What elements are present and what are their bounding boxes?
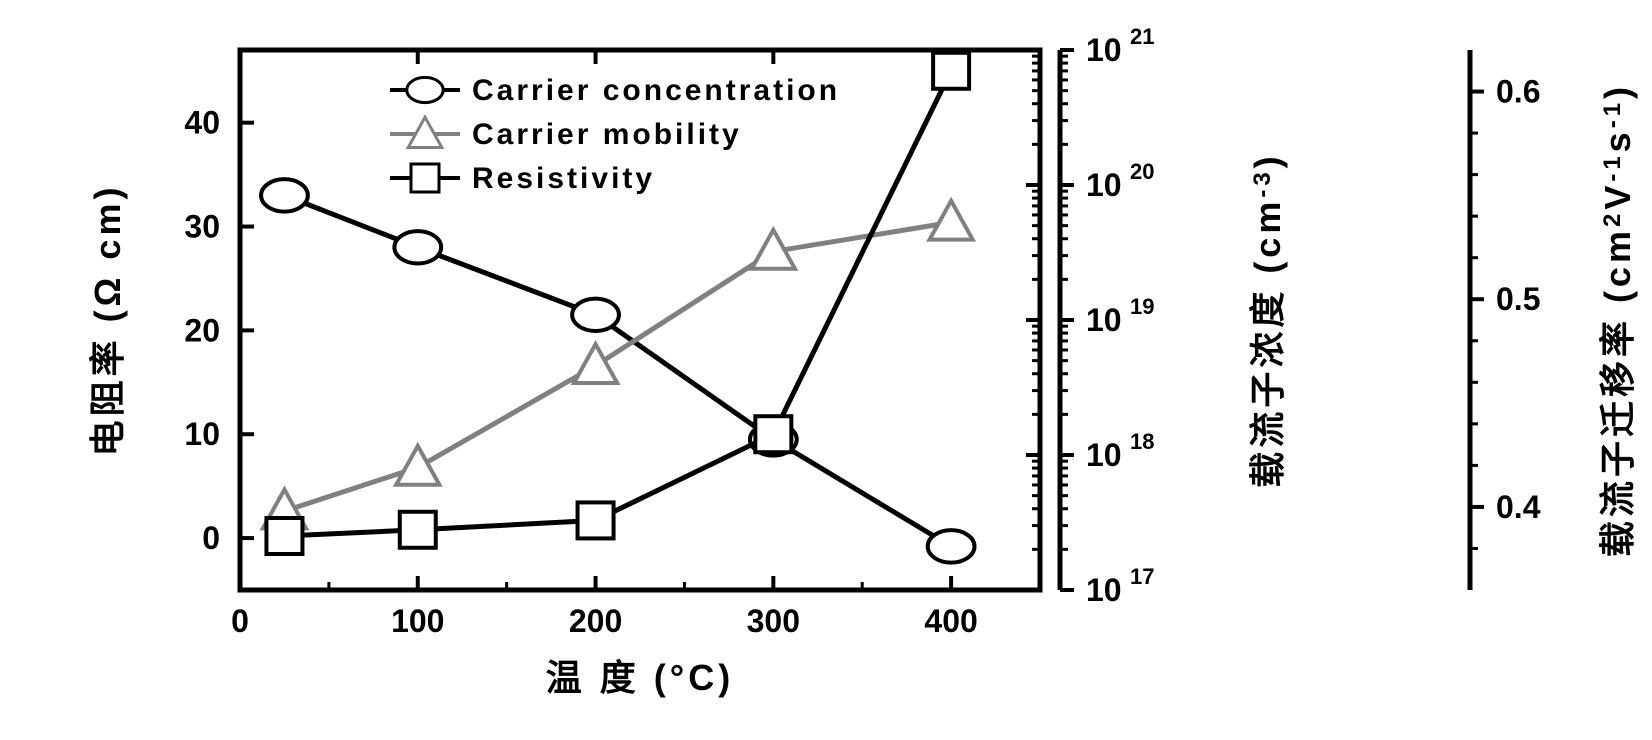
x-tick-label: 200	[569, 603, 622, 639]
y-right1-tick-label: 10 20	[1086, 159, 1154, 203]
y-right1-axis-label: 载流子浓度 (cm-3)	[1247, 152, 1288, 487]
y-right1-tick-label: 10 21	[1086, 24, 1154, 68]
y-left-tick-label: 0	[202, 520, 220, 556]
y-left-axis-label: 电阻率 (Ω cm)	[87, 184, 128, 457]
x-tick-label: 0	[231, 603, 249, 639]
svg-text:10: 10	[1086, 437, 1122, 473]
y-left-tick-label: 20	[184, 312, 220, 348]
y-right2-tick-label: 0.6	[1496, 74, 1540, 110]
svg-text:18: 18	[1130, 429, 1154, 454]
legend-label: Carrier mobility	[472, 118, 742, 151]
y-right2-axis-label: 载流子迁移率 (cm2V-1s-1)	[1597, 83, 1638, 557]
x-axis-label: 温 度 (°C)	[546, 657, 734, 698]
y-right2-tick-label: 0.4	[1496, 489, 1541, 525]
series-line	[284, 222, 951, 511]
y-left-tick-label: 40	[184, 105, 220, 141]
legend-label: Resistivity	[472, 162, 655, 195]
legend-label: Carrier concentration	[472, 74, 840, 107]
y-right1-tick-label: 10 17	[1086, 564, 1154, 608]
x-tick-label: 400	[924, 603, 977, 639]
chart-container: 0100200300400010203040101710181019102010…	[0, 0, 1652, 740]
x-tick-label: 100	[391, 603, 444, 639]
svg-text:19: 19	[1130, 294, 1154, 319]
svg-text:10: 10	[1086, 572, 1122, 608]
svg-text:10: 10	[1086, 302, 1122, 338]
svg-text:10: 10	[1086, 167, 1122, 203]
y-left-tick-label: 30	[184, 209, 220, 245]
x-tick-label: 300	[747, 603, 800, 639]
y-right1-tick-label: 10 19	[1086, 294, 1154, 338]
series-line	[284, 195, 951, 546]
svg-text:10: 10	[1086, 32, 1122, 68]
y-left-tick-label: 10	[184, 416, 220, 452]
svg-text:17: 17	[1130, 564, 1154, 589]
svg-text:21: 21	[1130, 24, 1154, 49]
chart-svg: 0100200300400010203040101710181019102010…	[0, 0, 1652, 740]
y-right2-tick-label: 0.5	[1496, 281, 1540, 317]
y-right1-tick-label: 10 18	[1086, 429, 1154, 473]
svg-text:20: 20	[1130, 159, 1154, 184]
